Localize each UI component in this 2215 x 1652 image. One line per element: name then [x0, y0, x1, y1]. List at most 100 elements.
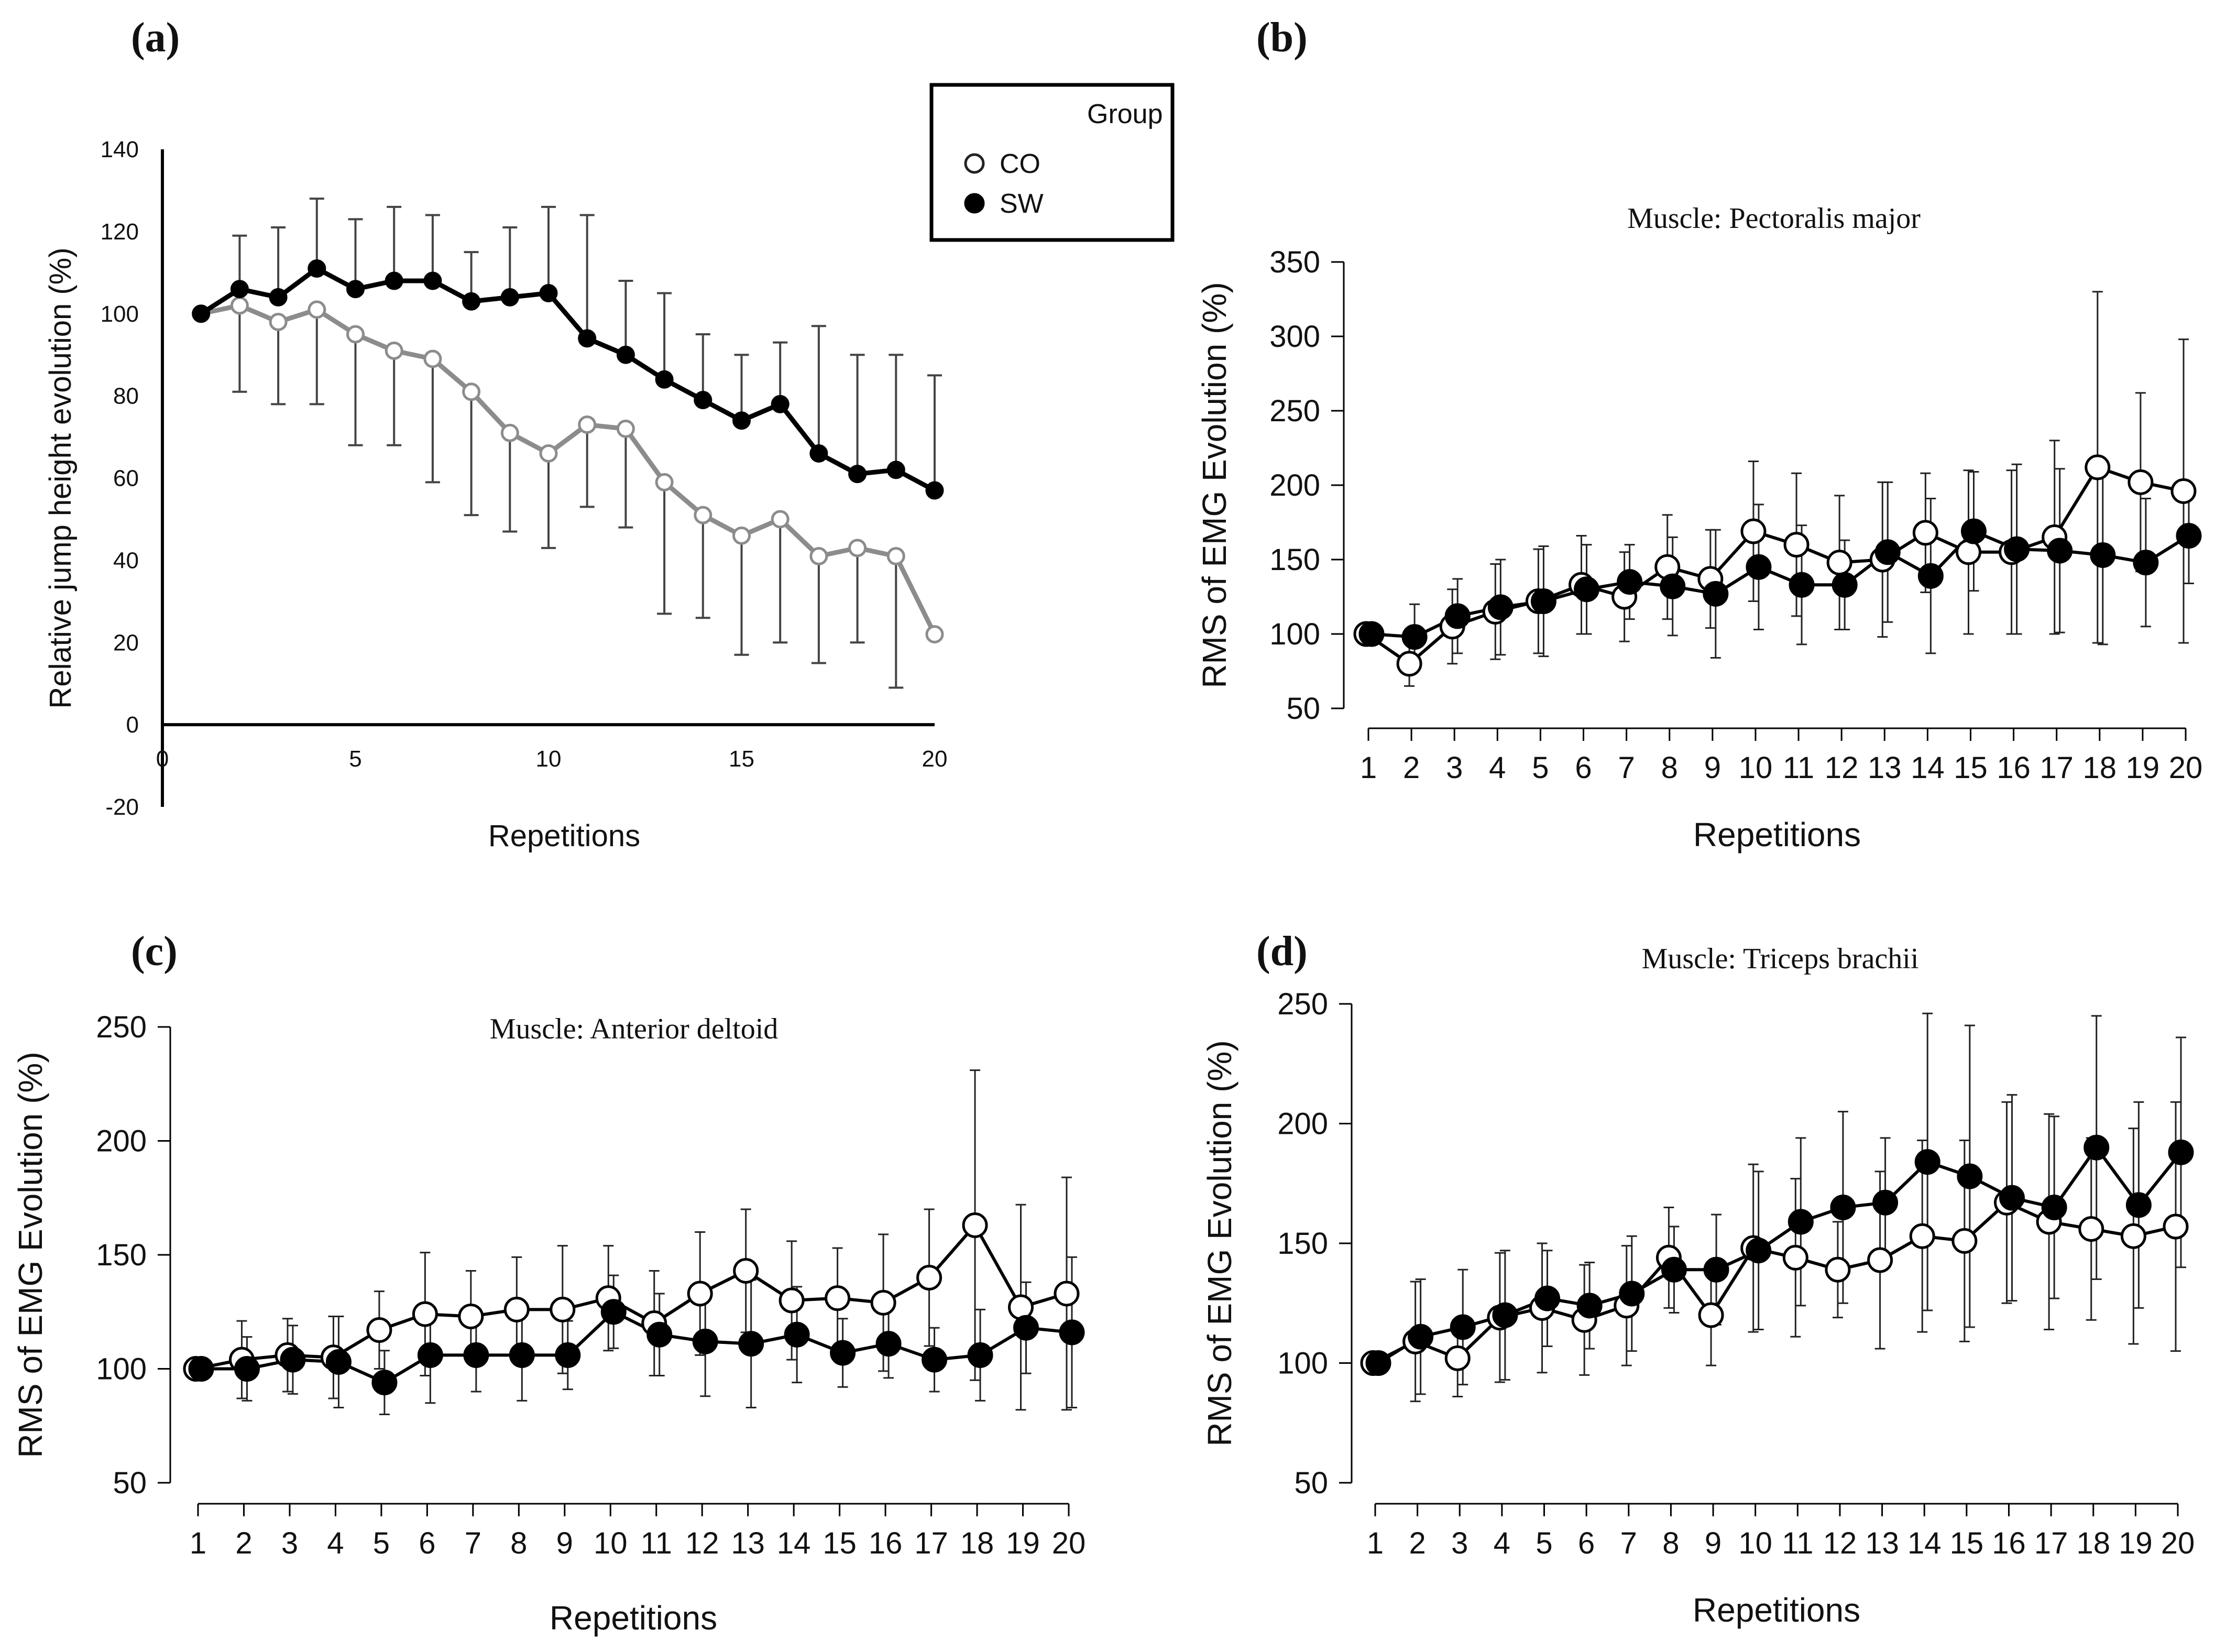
data-point-co-c — [962, 1212, 988, 1238]
data-point-co-a — [578, 415, 597, 434]
x-tick-label-c: 6 — [419, 1526, 435, 1560]
panel-label-b: (b) — [1256, 15, 1308, 61]
y-tick-label-b: 100 — [1269, 617, 1320, 651]
x-tick-label-d: 10 — [1738, 1526, 1772, 1560]
x-tick-label-d: 5 — [1536, 1526, 1552, 1560]
data-point-sw-d — [1872, 1189, 1899, 1216]
x-tick-label-b: 9 — [1704, 751, 1721, 785]
data-point-co-d — [1782, 1244, 1808, 1271]
data-point-sw-a — [925, 481, 944, 500]
data-point-sw-d — [1788, 1209, 1814, 1235]
y-axis-label-c: RMS of EMG Evolution (%) — [12, 1052, 49, 1458]
data-point-sw-b — [1487, 594, 1514, 620]
data-point-sw-b — [1358, 621, 1385, 647]
data-point-sw-c — [875, 1331, 902, 1357]
legend-title: Group — [1087, 99, 1163, 129]
data-point-sw-b — [1960, 518, 1987, 544]
x-tick-label-b: 5 — [1532, 751, 1549, 785]
y-tick-label-a: 120 — [101, 219, 139, 245]
x-tick-label-d: 11 — [1782, 1526, 1813, 1560]
x-tick-label-d: 17 — [2034, 1526, 2068, 1560]
data-point-sw-a — [578, 329, 597, 348]
data-point-sw-c — [967, 1342, 993, 1368]
data-point-co-c — [687, 1281, 713, 1307]
data-point-sw-b — [2133, 550, 2159, 576]
x-tick-label-d: 16 — [1992, 1526, 2026, 1560]
data-point-co-d — [1444, 1345, 1471, 1371]
data-point-co-a — [694, 506, 712, 524]
data-point-co-d — [1909, 1223, 1935, 1249]
x-tick-label-d: 19 — [2119, 1526, 2153, 1560]
data-point-sw-b — [1703, 581, 1729, 607]
data-point-sw-b — [1574, 576, 1600, 603]
x-tick-label-b: 17 — [2039, 751, 2074, 785]
y-tick-label-b: 350 — [1269, 245, 1320, 279]
data-point-sw-b — [1530, 588, 1556, 615]
data-point-sw-b — [1444, 603, 1471, 629]
y-tick-label-a: 140 — [101, 137, 139, 162]
data-point-co-b — [1740, 518, 1767, 544]
data-point-co-b — [2085, 454, 2111, 480]
y-tick-label-a: 20 — [113, 630, 139, 655]
x-tick-label-a: 5 — [349, 746, 361, 772]
x-tick-label-c: 3 — [281, 1526, 298, 1560]
series-co-a — [192, 296, 944, 689]
x-tick-label-b: 7 — [1618, 751, 1635, 785]
x-tick-label-d: 20 — [2161, 1526, 2195, 1560]
y-axis-label-a: Relative jump height evolution (%) — [43, 247, 78, 708]
data-point-sw-d — [1703, 1256, 1729, 1283]
data-point-sw-d — [1999, 1185, 2025, 1211]
legend-sw-marker — [964, 193, 985, 214]
x-axis-label-c: Repetitions — [550, 1599, 717, 1637]
axes-a: -20 0 20 40 60 80 100 120 140 0 5 10 15 20 — [101, 137, 948, 820]
x-axis-label-a: Repetitions — [488, 819, 640, 853]
x-tick-label-b: 1 — [1360, 751, 1377, 785]
y-tick-label-d: 150 — [1277, 1227, 1328, 1261]
data-point-sw-a — [269, 288, 288, 307]
data-point-sw-a — [732, 411, 751, 430]
x-tick-label-c: 20 — [1052, 1526, 1086, 1560]
series-sw-a — [192, 198, 944, 500]
x-tick-label-d: 14 — [1907, 1526, 1942, 1560]
x-tick-label-c: 17 — [914, 1526, 948, 1560]
data-point-co-c — [870, 1289, 896, 1316]
data-point-co-d — [2120, 1223, 2146, 1249]
y-tick-label-d: 50 — [1294, 1466, 1328, 1500]
data-point-sw-d — [2125, 1192, 2152, 1218]
data-point-co-a — [732, 526, 751, 545]
data-point-sw-d — [1492, 1302, 1518, 1328]
data-point-sw-b — [1789, 572, 1815, 598]
x-tick-label-c: 4 — [327, 1526, 344, 1560]
x-tick-label-b: 14 — [1911, 751, 1945, 785]
data-point-sw-a — [500, 288, 519, 307]
y-axis-label-b: RMS of EMG Evolution (%) — [1196, 282, 1233, 688]
data-point-co-b — [2170, 478, 2197, 504]
y-tick-label-b: 200 — [1269, 468, 1320, 502]
data-point-sw-d — [1576, 1293, 1603, 1319]
x-tick-label-a: 0 — [156, 746, 169, 772]
data-point-sw-a — [385, 271, 403, 290]
x-tick-label-c: 14 — [777, 1526, 811, 1560]
x-tick-label-d: 7 — [1620, 1526, 1637, 1560]
data-point-co-a — [423, 349, 442, 368]
panel-label-a: (a) — [131, 15, 180, 61]
data-point-sw-c — [234, 1356, 260, 1382]
y-tick-label-a: 40 — [113, 548, 139, 573]
data-point-sw-b — [1746, 554, 1772, 580]
y-tick-label-c: 100 — [96, 1352, 147, 1386]
data-point-sw-b — [1874, 539, 1901, 565]
y-tick-label-c: 200 — [96, 1124, 147, 1158]
data-point-co-b — [1826, 550, 1852, 576]
data-point-sw-d — [1450, 1314, 1476, 1340]
x-tick-label-d: 8 — [1662, 1526, 1679, 1560]
y-tick-label-b: 250 — [1269, 394, 1320, 428]
data-point-sw-c — [188, 1356, 214, 1382]
x-tick-label-c: 9 — [556, 1526, 573, 1560]
panel-d: (d) Muscle: Triceps brachii RMS of EMG E… — [1201, 928, 2195, 1629]
data-point-sw-a — [616, 345, 635, 364]
x-tick-label-a: 15 — [729, 746, 754, 772]
data-point-sw-d — [1408, 1323, 1434, 1350]
legend-co-label: CO — [1000, 149, 1040, 179]
data-point-co-c — [458, 1303, 484, 1329]
